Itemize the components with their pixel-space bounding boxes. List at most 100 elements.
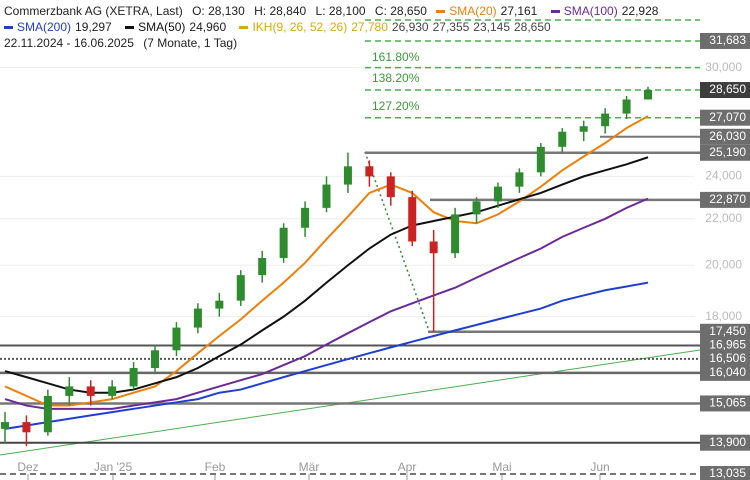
legend-value: 27,780	[351, 20, 388, 34]
level-label: 16,040	[709, 365, 746, 379]
level-label: 16,965	[709, 338, 746, 352]
level-label: 13,900	[709, 435, 746, 449]
legend-name: SMA(20)	[449, 4, 497, 18]
legend-swatch	[4, 26, 13, 30]
range-note: (7 Monate, 1 Tag)	[143, 36, 238, 50]
level-box	[700, 32, 750, 49]
candle-body	[108, 386, 117, 396]
legend-value: 26,930	[391, 20, 429, 34]
header-row: SMA(200) 19,297 SMA(50) 24,960 IKH(9, 26, …	[4, 19, 668, 35]
legend-value: 22,928	[621, 4, 659, 18]
level-label: 26,030	[709, 129, 746, 143]
candle-body	[601, 113, 610, 127]
level-label: 17,450	[709, 324, 746, 338]
level-box	[700, 82, 750, 99]
legend-entry: IKH(9, 26, 52, 26) 27,780 26,930 27,355 23,1…	[239, 20, 554, 34]
candle-body	[558, 131, 567, 147]
y-tick-label: 18,000	[705, 309, 742, 323]
ohlc: H: 28,840	[254, 4, 307, 18]
legend-entry: SMA(20) 27,161	[436, 4, 541, 18]
candle-body	[215, 300, 224, 309]
candle-body	[451, 214, 460, 254]
level-box	[700, 466, 750, 480]
candle-body	[322, 184, 331, 208]
candle-body	[22, 422, 31, 433]
candle-body	[493, 186, 502, 202]
level-box	[700, 395, 750, 412]
candle-body	[279, 227, 288, 259]
x-tick-label: Feb	[205, 460, 226, 474]
legend-swatch	[550, 10, 560, 14]
y-tick-label: 20,000	[705, 257, 742, 271]
legend-value: 19,297	[75, 20, 112, 34]
legend-entry: SMA(50) 24,960	[125, 20, 230, 34]
candle-body	[1, 422, 9, 429]
header-row: Commerzbank AG (XETRA, Last) O: 28,130 H…	[4, 3, 668, 19]
level-box	[700, 144, 750, 161]
x-tick-label: Dez	[17, 460, 38, 474]
ohlc: L: 28,100	[315, 4, 366, 18]
legend-name: IKH(9, 26, 52, 26)	[252, 20, 348, 34]
legend-value: 23,145	[473, 20, 510, 34]
level-box	[700, 364, 750, 381]
candle-body	[579, 126, 588, 132]
level-label: 15,065	[709, 396, 746, 410]
candle-body	[43, 395, 52, 433]
candle-body	[236, 275, 245, 301]
title: Commerzbank AG (XETRA, Last)	[4, 4, 183, 18]
legend-swatch	[125, 26, 135, 30]
header-row: 22.11.2024 - 16.06.2025 (7 Monate, 1 Tag…	[4, 35, 668, 51]
ohlc: C: 28,650	[374, 4, 427, 18]
candle-body	[258, 258, 267, 276]
x-tick-label: Apr	[398, 460, 417, 474]
fib-label: 138.20%	[372, 71, 420, 85]
candle-body	[65, 386, 74, 396]
candle-body	[365, 166, 374, 177]
level-label: 27,070	[709, 110, 746, 124]
y-tick-label: 22,000	[705, 211, 742, 225]
level-box	[700, 128, 750, 145]
level-label: 16,506	[709, 351, 746, 365]
candle-body	[172, 327, 181, 351]
candle-body	[386, 176, 395, 198]
legend-entry: SMA(200) 19,297	[4, 20, 116, 34]
candle-body	[193, 308, 202, 328]
trend-line	[364, 151, 429, 329]
legend-value: 27,355	[432, 20, 470, 34]
fib-label: 161.80%	[372, 50, 420, 64]
candle-body	[343, 166, 352, 185]
x-tick-label: Mär	[299, 460, 320, 474]
level-label: 22,870	[709, 192, 746, 206]
candle-body	[151, 350, 160, 369]
level-box	[700, 337, 750, 354]
x-tick-label: Mai	[492, 460, 511, 474]
x-tick-label: Jan '25	[94, 460, 133, 474]
level-label: 25,190	[709, 145, 746, 159]
candle-body	[129, 368, 138, 387]
y-tick-label: 24,000	[705, 169, 742, 183]
legend-name: SMA(50)	[138, 20, 186, 34]
candle-body	[622, 99, 631, 114]
level-box	[700, 191, 750, 208]
legend-value: 28,650	[514, 20, 551, 34]
legend-swatch	[436, 10, 446, 14]
ma-line	[4, 281, 649, 430]
candle-body	[536, 146, 545, 173]
legend-name: SMA(100)	[563, 4, 618, 18]
level-box	[700, 109, 750, 126]
candle-body	[644, 90, 652, 100]
candle-body	[472, 201, 481, 215]
date-range: 22.11.2024 - 16.06.2025	[4, 36, 134, 50]
candle-body	[408, 197, 417, 242]
fib-label: 127.20%	[372, 99, 420, 113]
ma-line	[4, 197, 649, 410]
legend-swatch	[239, 26, 249, 30]
level-label: 13,035	[709, 466, 746, 480]
y-tick-label: 30,000	[705, 60, 742, 74]
level-box	[700, 350, 750, 367]
header: Commerzbank AG (XETRA, Last) O: 28,130 H…	[4, 3, 668, 51]
level-box	[700, 323, 750, 340]
level-label: 28,650	[709, 82, 746, 96]
